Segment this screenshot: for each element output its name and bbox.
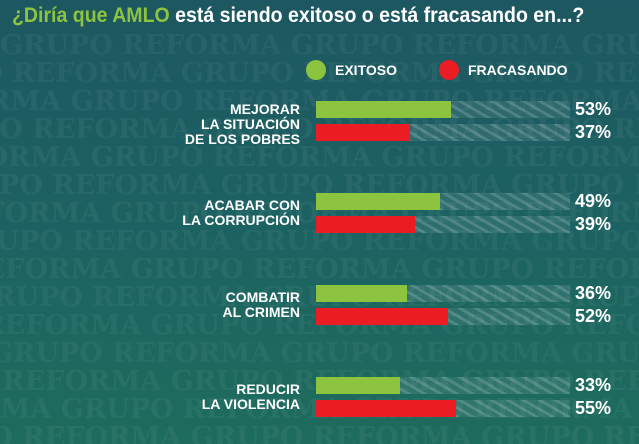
bar-fracasando (316, 308, 449, 325)
bar-track (316, 124, 570, 141)
watermark-row: GRUPO REFORMA GRUPO REFORMA GRUPO REFORM… (0, 254, 639, 285)
watermark-row: GRUPO REFORMA GRUPO REFORMA GRUPO REFORM… (0, 338, 639, 369)
legend-swatch-fracasando (439, 60, 459, 80)
bar-fracasando (316, 216, 416, 233)
legend-label: FRACASANDO (468, 62, 568, 78)
value-label: 33% (575, 375, 612, 395)
watermark-row: GRUPO REFORMA GRUPO REFORMA GRUPO REFORM… (0, 142, 639, 173)
value-label: 39% (575, 214, 612, 234)
bar-exitoso (316, 285, 408, 302)
category-label-line: ACABAR CON (204, 197, 300, 213)
category-label-line: AL CRIMEN (222, 304, 300, 320)
bar-track (316, 101, 570, 118)
bar-exitoso (316, 193, 441, 210)
category-label-line: DE LOS POBRES (184, 130, 300, 147)
value-label: 36% (575, 283, 612, 303)
category-label-line: COMBATIR (225, 289, 300, 305)
legend-fracasando: FRACASANDO (439, 60, 568, 80)
category-label: ACABAR CON LA CORRUPCIÓN (182, 198, 300, 228)
category-label: COMBATIR AL CRIMEN (222, 290, 300, 320)
bar-fracasando (316, 124, 410, 141)
value-label: 52% (575, 306, 612, 326)
legend-label: EXITOSO (335, 62, 397, 78)
bar-fracasando (316, 400, 456, 417)
value-label: 53% (575, 99, 612, 119)
category-label-line: REDUCIR (236, 381, 300, 397)
category-label: MEJORAR LA SITUACIÓN DE LOS POBRES (184, 100, 300, 147)
bar-track (316, 308, 570, 325)
title-rest: está siendo exitoso o está fracasando en… (169, 4, 585, 27)
bar-exitoso (316, 101, 451, 118)
chart-title: ¿Diría que AMLO está siendo exitoso o es… (12, 4, 584, 28)
bar-track (316, 285, 570, 302)
category-label-line: LA CORRUPCIÓN (182, 212, 300, 228)
legend-swatch-exitoso (306, 60, 326, 80)
legend-exitoso: EXITOSO (306, 60, 397, 80)
category-label-line: LA VIOLENCIA (201, 396, 300, 412)
bar-track (316, 193, 570, 210)
value-label: 37% (575, 122, 612, 142)
category-label: REDUCIR LA VIOLENCIA (202, 382, 300, 412)
bar-track (316, 216, 570, 233)
watermark-row: GRUPO REFORMA GRUPO REFORMA GRUPO REFORM… (0, 422, 639, 444)
category-label-line: MEJORAR (229, 100, 300, 117)
title-highlight: ¿Diría que AMLO (12, 4, 170, 27)
value-label: 55% (575, 398, 612, 418)
value-label: 49% (575, 191, 612, 211)
watermark-row: GRUPO REFORMA GRUPO REFORMA GRUPO REFORM… (0, 30, 639, 61)
category-label-line: LA SITUACIÓN (200, 115, 300, 132)
bar-track (316, 377, 570, 394)
bar-exitoso (316, 377, 400, 394)
bar-track (316, 400, 570, 417)
